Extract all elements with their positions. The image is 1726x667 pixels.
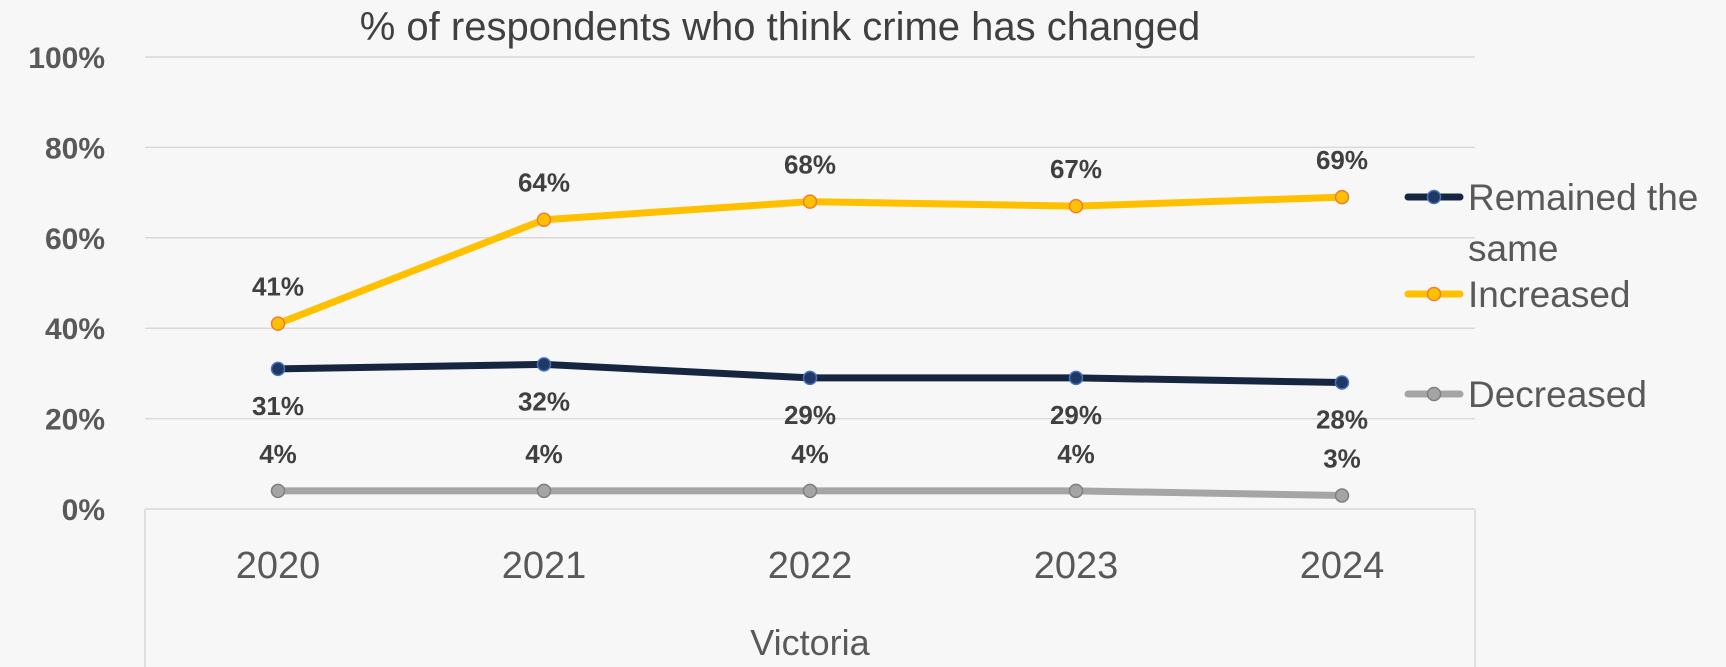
legend-item-decreased: Decreased (1404, 374, 1647, 415)
x-tick-label: 2023 (1034, 545, 1119, 587)
data-point (1068, 483, 1084, 499)
data-labels: 31% 32% 29% 29% 28% 41% 64% 68% 67% 69% 4% 4% 4% 4% 3% (252, 145, 1368, 473)
data-label: 4% (525, 439, 563, 469)
series-layer (270, 189, 1350, 503)
data-label: 4% (791, 439, 829, 469)
y-tick-label: 40% (45, 313, 105, 346)
data-point (802, 194, 818, 209)
data-label: 67% (1050, 154, 1102, 184)
legend-marker (1426, 189, 1442, 205)
legend-item-increased: Increased (1404, 274, 1631, 315)
x-tick-label: 2021 (502, 545, 587, 587)
data-point (270, 361, 286, 377)
data-point (536, 483, 552, 499)
data-label: 69% (1316, 145, 1368, 175)
data-label: 3% (1323, 443, 1361, 473)
axes (144, 508, 1476, 667)
chart-title: % of respondents who think crime has cha… (360, 5, 1201, 49)
data-point (802, 370, 818, 386)
data-label: 29% (784, 400, 836, 430)
y-tick-label: 0% (62, 494, 105, 527)
legend-item-remained-the-same: Remained the same (1404, 177, 1698, 269)
data-point (270, 316, 286, 331)
data-label: 4% (1057, 439, 1095, 469)
x-tick-label: 2022 (768, 545, 853, 587)
y-tick-label: 100% (28, 42, 105, 75)
y-tick-label: 80% (45, 132, 105, 165)
legend: Remained the same Increased Decreased (1404, 177, 1698, 415)
data-point (536, 357, 552, 372)
x-tick-label: 2020 (236, 545, 321, 587)
x-axis-group-label: Victoria (750, 622, 870, 663)
y-axis-ticks: 0% 20% 40% 60% 80% 100% (28, 42, 105, 527)
gridlines (145, 56, 1475, 420)
data-point (1068, 198, 1084, 214)
data-label: 28% (1316, 404, 1368, 434)
data-point (1334, 189, 1350, 205)
data-label: 64% (518, 168, 570, 198)
data-label: 31% (252, 391, 304, 421)
data-point (802, 483, 818, 499)
legend-marker (1426, 286, 1442, 302)
legend-label: Increased (1468, 274, 1631, 315)
data-label: 41% (252, 272, 304, 302)
data-label: 68% (784, 150, 836, 180)
data-point (1334, 375, 1350, 390)
data-label: 4% (259, 439, 297, 469)
series-remained-the-same (270, 357, 1350, 390)
y-tick-label: 20% (45, 404, 105, 437)
x-axis-ticks: 2020 2021 2022 2023 2024 (236, 545, 1385, 587)
y-tick-label: 60% (45, 223, 105, 256)
data-label: 29% (1050, 400, 1102, 430)
data-point (270, 483, 286, 499)
data-point (1068, 370, 1084, 386)
series-increased (270, 189, 1350, 331)
series-decreased (270, 483, 1350, 503)
legend-marker (1426, 386, 1442, 402)
data-label: 32% (518, 386, 570, 416)
data-point (536, 212, 552, 227)
legend-label: Decreased (1468, 374, 1647, 415)
series-line (274, 193, 1346, 328)
x-tick-label: 2024 (1300, 545, 1385, 587)
legend-label: Remained the same (1468, 177, 1698, 269)
data-point (1334, 488, 1350, 503)
